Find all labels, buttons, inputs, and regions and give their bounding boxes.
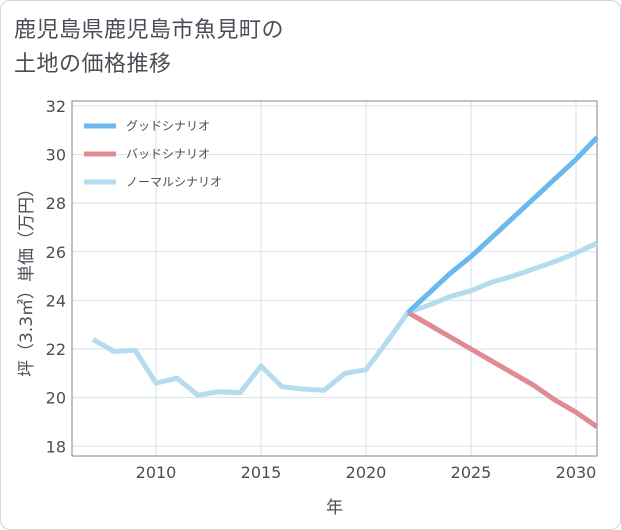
chart-title-line-1: 鹿児島県鹿児島市魚見町の xyxy=(14,18,285,43)
chart-title-line-2: 土地の価格推移 xyxy=(14,52,172,77)
series-lines xyxy=(91,135,599,429)
plot-area-frame xyxy=(71,100,598,457)
x-tick-label: 2030 xyxy=(556,463,597,482)
y-tick-label: 26 xyxy=(46,243,66,262)
legend-label: バッドシナリオ xyxy=(126,147,210,161)
x-tick-label: 2025 xyxy=(451,463,492,482)
series-line-1 xyxy=(406,135,599,315)
y-tick-label: 24 xyxy=(46,291,66,310)
y-tick-label: 28 xyxy=(46,194,66,213)
y-tick-label: 22 xyxy=(46,340,66,359)
chart-title: 鹿児島県鹿児島市魚見町の 土地の価格推移 xyxy=(14,14,434,82)
y-tick-label: 32 xyxy=(46,97,66,116)
series-line-3 xyxy=(91,240,599,398)
y-tick-label: 18 xyxy=(46,437,66,456)
y-tick-label: 30 xyxy=(46,145,66,164)
legend-label: グッドシナリオ xyxy=(126,119,210,133)
axis-ticks: 2010 2015 2020 2025 2030 18 20 22 24 26 28 30 32 xyxy=(46,97,597,482)
y-tick-label: 20 xyxy=(46,389,66,408)
series-line-2 xyxy=(406,310,599,429)
x-tick-label: 2010 xyxy=(136,463,177,482)
grid-lines xyxy=(72,101,597,456)
x-axis-label: 年 xyxy=(326,498,343,518)
x-tick-label: 2015 xyxy=(241,463,282,482)
y-axis-label: 坪（3.3㎡）単価（万円） xyxy=(17,180,37,377)
legend-label: ノーマルシナリオ xyxy=(126,175,222,189)
x-tick-label: 2020 xyxy=(346,463,387,482)
